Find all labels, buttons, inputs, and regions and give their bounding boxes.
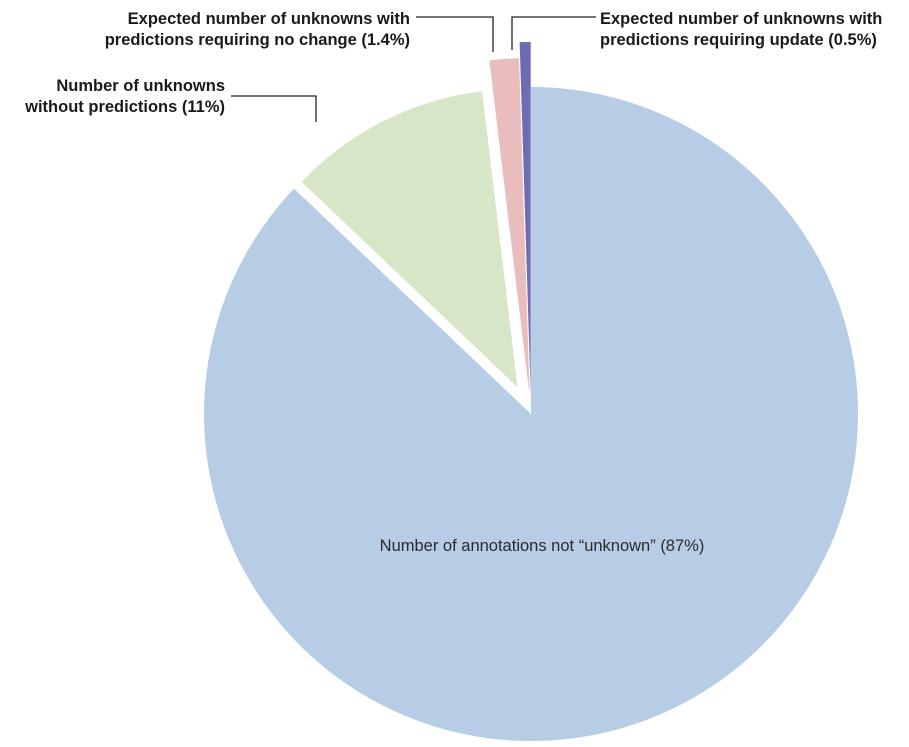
slice-label-4: Expected number of unknowns with predicti… <box>600 10 882 49</box>
slice-label-1-line-1: Number of annotations not “unknown” (87%… <box>380 537 705 555</box>
pie-slice-4 <box>519 42 531 395</box>
leader-line-2 <box>231 95 317 122</box>
slice-label-2-line-1: Number of unknowns <box>56 77 225 95</box>
slice-label-4-line-1: Expected number of unknowns with <box>600 10 882 28</box>
leader-line-4 <box>511 16 596 50</box>
slice-labels: Number of annotations not “unknown” (87%… <box>24 10 882 555</box>
leader-line-3 <box>416 16 494 52</box>
slice-label-2: Number of unknowns without predictions (1… <box>24 77 225 116</box>
pie-slice-2 <box>301 91 518 388</box>
slice-label-2-line-2: without predictions (11%) <box>24 98 225 116</box>
slice-label-3-line-2: predictions requiring no change (1.4%) <box>105 31 410 49</box>
pie-slices <box>203 42 858 741</box>
slice-label-4-line-2: predictions requiring update (0.5%) <box>600 31 877 49</box>
pie-slice-1 <box>203 87 858 741</box>
slice-label-1: Number of annotations not “unknown” (87%… <box>380 537 705 555</box>
pie-slice-3 <box>489 58 530 397</box>
leader-lines <box>231 16 596 122</box>
slice-label-3-line-1: Expected number of unknowns with <box>128 10 410 28</box>
slice-label-3: Expected number of unknowns with predicti… <box>105 10 410 49</box>
